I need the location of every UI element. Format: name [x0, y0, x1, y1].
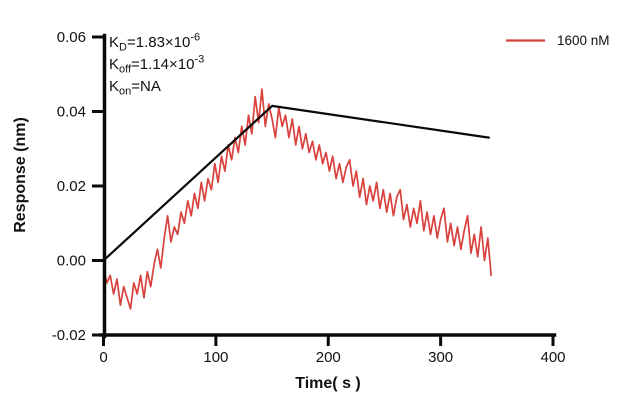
y-tick-label: -0.02: [52, 327, 86, 344]
y-axis-title: Response (nm): [12, 117, 29, 233]
x-axis-title: Time( s ): [295, 375, 361, 392]
legend-label: 1600 nM: [557, 33, 610, 48]
x-tick-label: 300: [428, 349, 453, 366]
x-tick-label: 0: [99, 349, 107, 366]
x-tick-label: 400: [540, 349, 565, 366]
series-layer: [102, 88, 493, 310]
annotation-kd: KD=1.83×10-6: [109, 32, 200, 54]
annotation-koff: Koff=1.14×10-3: [109, 54, 204, 76]
legend: 1600 nM: [506, 33, 610, 48]
tick-layer: 0 100 200 300 400 -0.02 0.00 0.02 0.04 0.06: [52, 29, 566, 366]
series-line-1600nm: [102, 88, 493, 310]
fit-line: [102, 104, 490, 262]
annotation-kon: Kon=NA: [109, 78, 161, 98]
y-tick-label: 0.04: [57, 104, 86, 121]
y-tick-label: 0.02: [57, 178, 86, 195]
y-tick-label: 0.00: [57, 253, 86, 270]
x-tick-label: 200: [316, 349, 341, 366]
y-tick-label: 0.06: [57, 29, 86, 46]
x-tick-label: 100: [203, 349, 228, 366]
